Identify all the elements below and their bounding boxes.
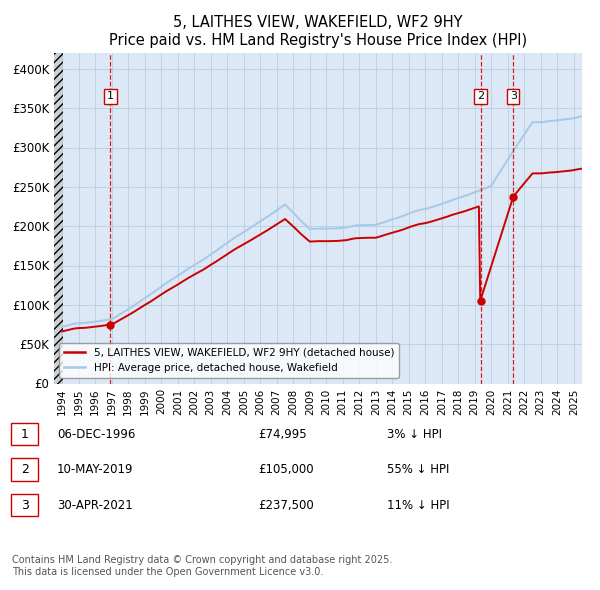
Text: 06-DEC-1996: 06-DEC-1996 [57, 428, 136, 441]
Text: 55% ↓ HPI: 55% ↓ HPI [387, 463, 449, 476]
Text: £237,500: £237,500 [258, 499, 314, 512]
Text: £74,995: £74,995 [258, 428, 307, 441]
Text: 30-APR-2021: 30-APR-2021 [57, 499, 133, 512]
Bar [54, 53, 63, 384]
Text: 3: 3 [509, 91, 517, 101]
Legend: 5, LAITHES VIEW, WAKEFIELD, WF2 9HY (detached house), HPI: Average price, detach: 5, LAITHES VIEW, WAKEFIELD, WF2 9HY (det… [59, 343, 399, 378]
Text: 3: 3 [20, 499, 29, 512]
Text: 2: 2 [477, 91, 484, 101]
Text: £105,000: £105,000 [258, 463, 314, 476]
Text: Contains HM Land Registry data © Crown copyright and database right 2025.
This d: Contains HM Land Registry data © Crown c… [12, 555, 392, 577]
Title: 5, LAITHES VIEW, WAKEFIELD, WF2 9HY
Price paid vs. HM Land Registry's House Pric: 5, LAITHES VIEW, WAKEFIELD, WF2 9HY Pric… [109, 15, 527, 48]
Text: 3% ↓ HPI: 3% ↓ HPI [387, 428, 442, 441]
Text: 2: 2 [20, 463, 29, 476]
Text: 1: 1 [107, 91, 114, 101]
Text: 11% ↓ HPI: 11% ↓ HPI [387, 499, 449, 512]
Text: 10-MAY-2019: 10-MAY-2019 [57, 463, 133, 476]
Text: 1: 1 [20, 428, 29, 441]
